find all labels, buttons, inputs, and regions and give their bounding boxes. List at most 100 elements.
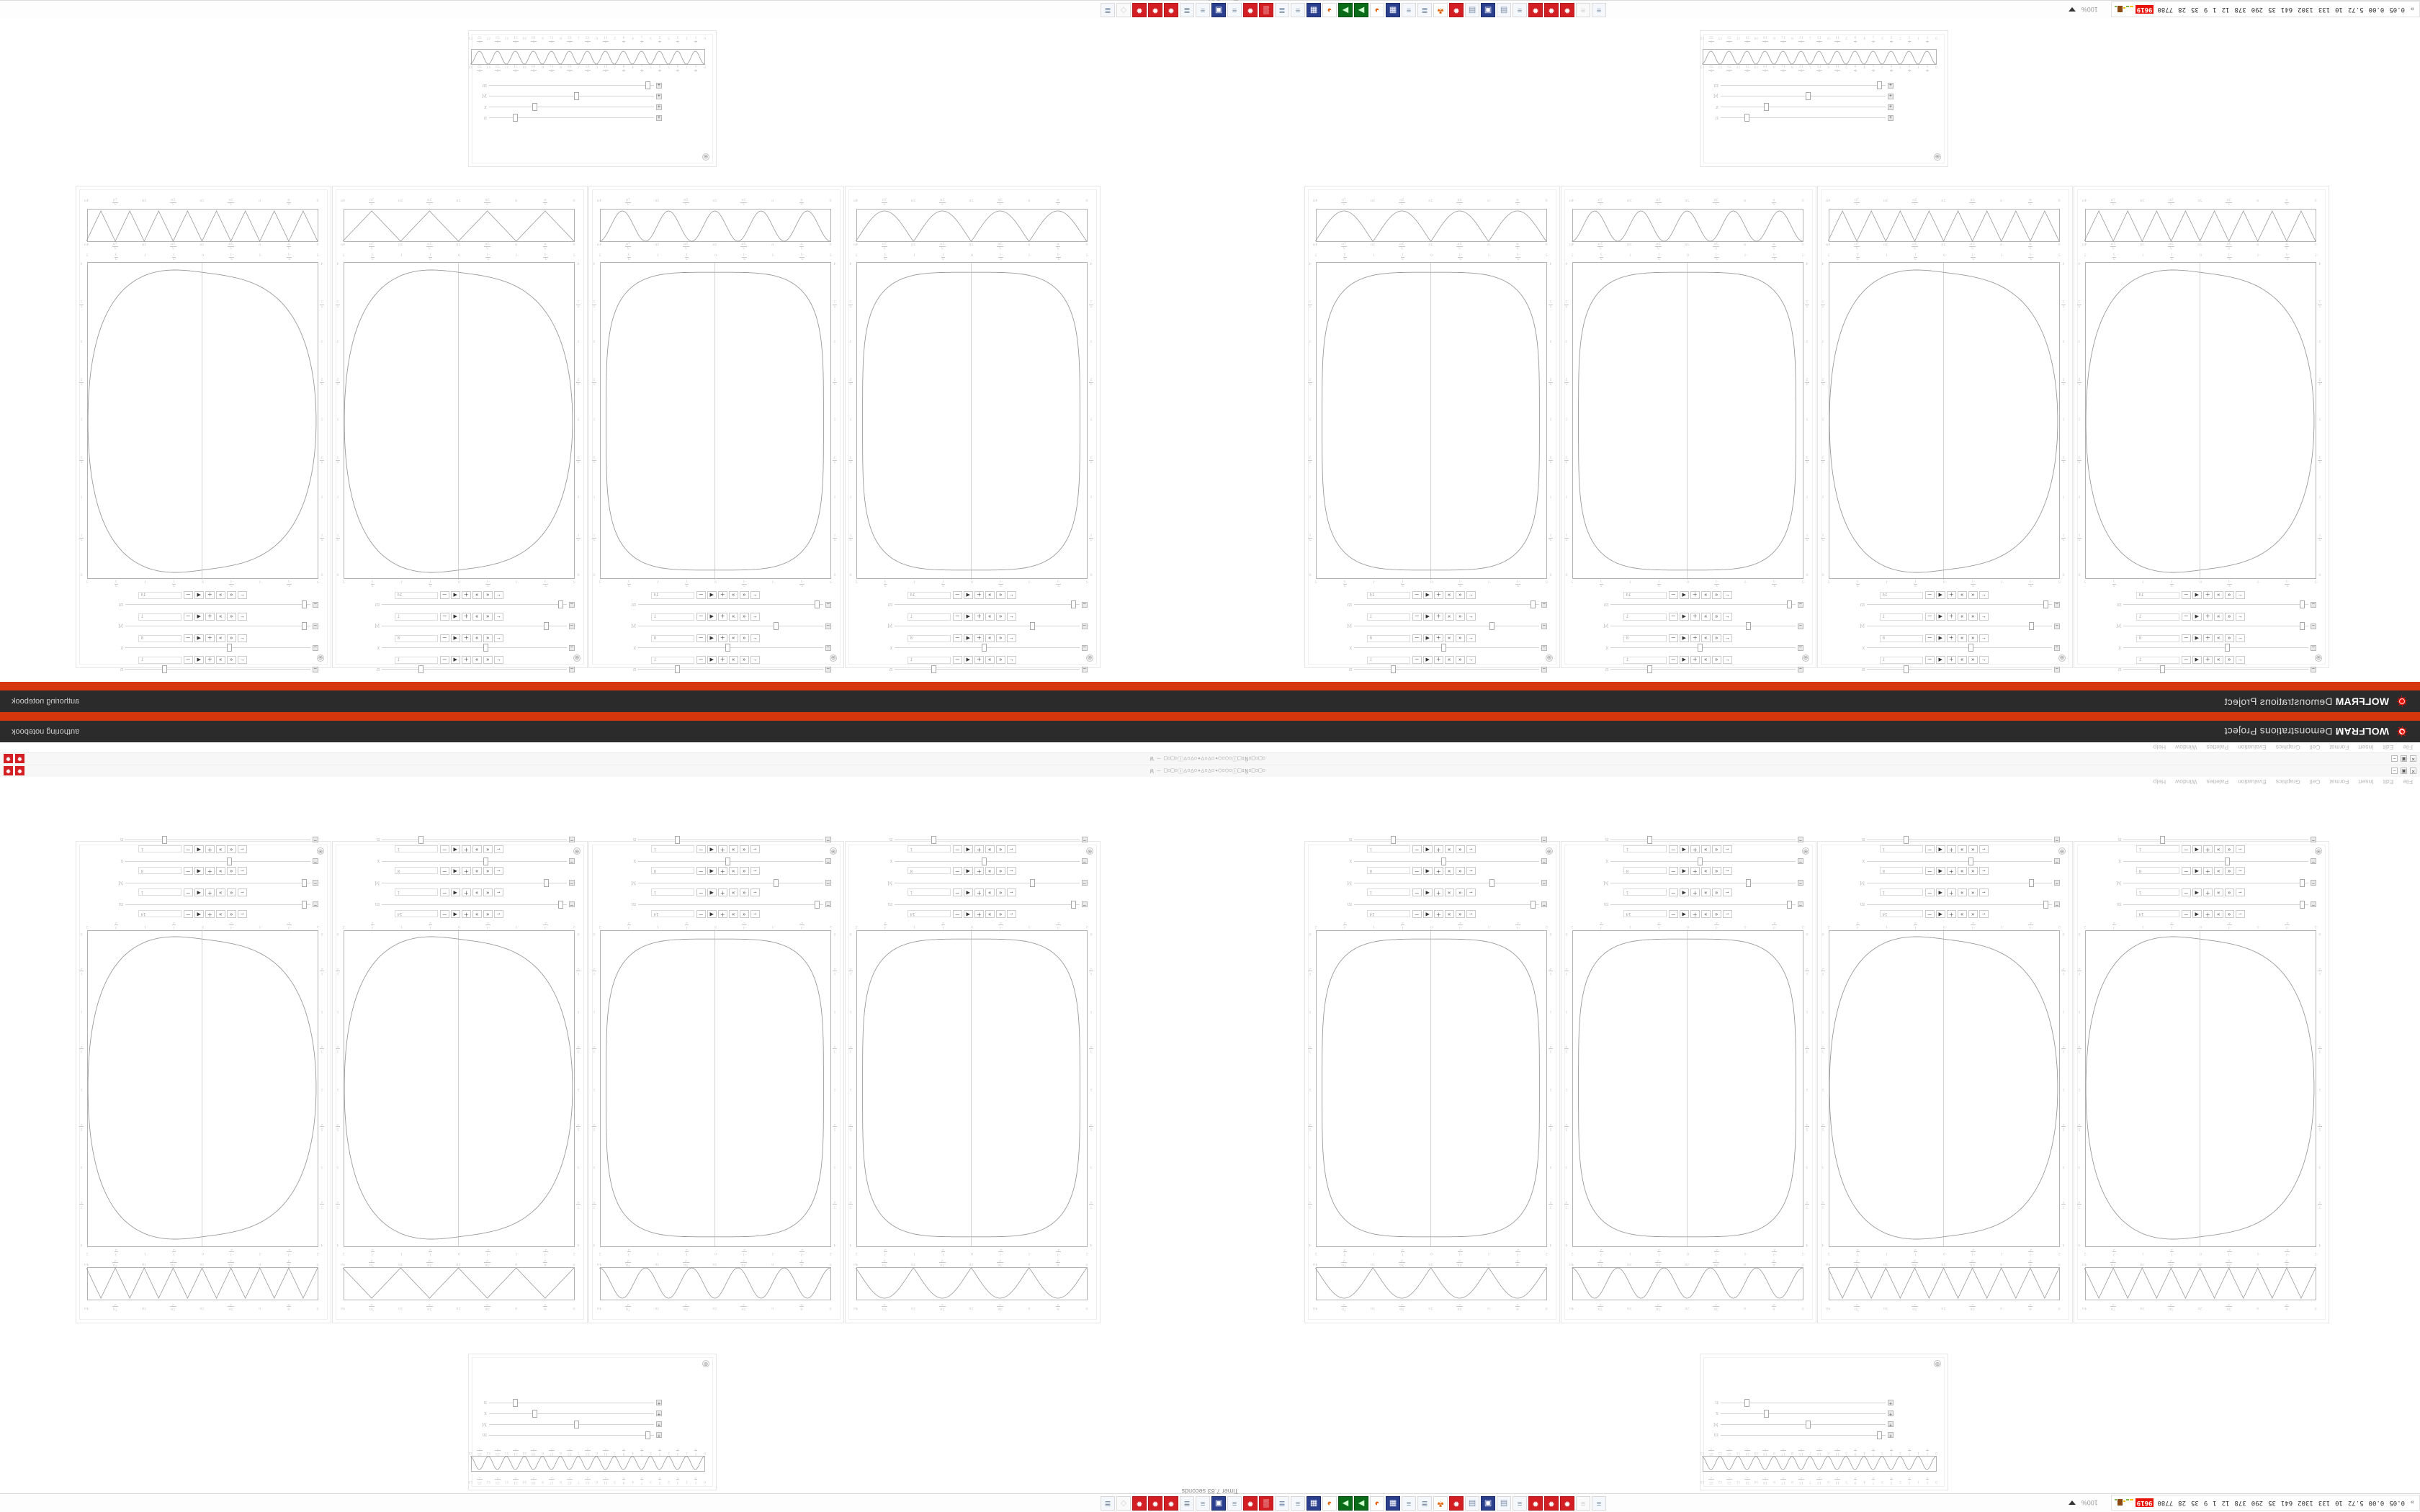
chevron-expand-icon[interactable]: » (2410, 6, 2414, 14)
step-back-button[interactable]: ◀ (2192, 845, 2202, 853)
animator-row[interactable]: ← «» ＋ ◀ － 1 (600, 655, 831, 665)
collapse-toggle-icon[interactable]: − (2311, 837, 2316, 843)
reset-button[interactable]: ← (1006, 634, 1016, 642)
collapse-toggle-icon[interactable]: − (1082, 880, 1088, 886)
step-back-button[interactable]: ◀ (194, 656, 204, 664)
slider-row[interactable]: − m (1572, 900, 1803, 909)
fast-forward-button[interactable]: » (728, 845, 738, 853)
manipulate-control-group[interactable]: ← «» ＋ ◀ － 8− x (1572, 857, 1803, 876)
animator-buttons[interactable]: ← «» ＋ ◀ － (439, 591, 503, 599)
slider-row[interactable]: − m (1829, 600, 2060, 609)
fast-forward-button[interactable]: » (985, 634, 995, 642)
fast-back-button[interactable]: « (1711, 591, 1721, 599)
wolfram-spikey-icon[interactable]: ✹ (4, 754, 13, 764)
slider-track[interactable] (382, 858, 567, 865)
slider-knob[interactable] (1071, 901, 1077, 909)
slider-row[interactable]: − n (1572, 665, 1803, 674)
fast-forward-button[interactable]: » (472, 845, 482, 853)
value-field[interactable]: 8 (1879, 867, 1923, 875)
fast-forward-button[interactable]: » (1700, 613, 1711, 621)
slider-knob[interactable] (532, 1410, 537, 1418)
fast-forward-button[interactable]: » (1444, 867, 1454, 875)
notebook-window-icon[interactable]: ≡ (1291, 3, 1305, 17)
manipulate-control-group[interactable]: ← «» ＋ ◀ － 14− m (1829, 900, 2060, 919)
fast-back-button[interactable]: « (1455, 591, 1465, 599)
slider-row[interactable]: − M (344, 878, 575, 888)
play-button[interactable]: ＋ (974, 613, 984, 621)
value-field[interactable]: 8 (2136, 634, 2179, 642)
value-field[interactable]: 8 (1623, 634, 1667, 642)
slider-knob[interactable] (1440, 858, 1446, 865)
manipulate-control-group[interactable]: ← «» ＋ ◀ － 8− x (2085, 634, 2316, 652)
value-field[interactable]: 1 (1623, 888, 1667, 896)
slider-track[interactable] (125, 644, 310, 652)
step-back-button[interactable]: ◀ (2192, 634, 2202, 642)
animator-row[interactable]: ← «» ＋ ◀ － 1 (2085, 845, 2316, 854)
menu-bar-lower[interactable]: File Edit Insert Format Cell Graphics Evaluati… (0, 742, 2420, 752)
play-button[interactable]: ＋ (717, 591, 727, 599)
mathematica-window-icon[interactable]: ✹ (1528, 1496, 1543, 1511)
slider-knob[interactable] (1903, 665, 1909, 673)
play-button[interactable]: ＋ (461, 591, 471, 599)
slider-track[interactable] (638, 600, 823, 608)
slider-track[interactable] (382, 644, 567, 652)
value-field[interactable]: 1 (394, 613, 438, 621)
pause-button[interactable]: － (952, 867, 962, 875)
mini-slider-row[interactable]: + x (478, 102, 662, 112)
collapse-toggle-icon[interactable]: − (825, 623, 831, 629)
play-button[interactable]: ＋ (1690, 634, 1700, 642)
slider-knob[interactable] (1646, 836, 1652, 844)
play-button[interactable]: ＋ (1946, 634, 1956, 642)
value-field[interactable]: 14 (138, 910, 182, 918)
slider-row[interactable]: − m (856, 600, 1088, 609)
fast-forward-button[interactable]: » (1700, 845, 1711, 853)
slider-row[interactable]: − x (1572, 643, 1803, 652)
value-field[interactable]: 1 (1879, 613, 1923, 621)
animator-buttons[interactable]: ← «» ＋ ◀ － (183, 845, 247, 853)
minimize-icon[interactable]: – (2391, 768, 2398, 775)
reset-button[interactable]: ← (2235, 634, 2245, 642)
pause-button[interactable]: － (1412, 591, 1422, 599)
document-window-icon[interactable]: ▤ (1465, 1496, 1479, 1511)
fast-forward-button[interactable]: » (1444, 613, 1454, 621)
slider-track[interactable] (125, 858, 310, 865)
manipulate-control-group[interactable]: ← «» ＋ ◀ － 1− n (1829, 655, 2060, 674)
fast-back-button[interactable]: « (1711, 867, 1721, 875)
pause-button[interactable]: － (1668, 910, 1678, 918)
pause-button[interactable]: － (1924, 910, 1935, 918)
slider-knob[interactable] (2029, 622, 2035, 630)
slider-knob[interactable] (1744, 1399, 1749, 1407)
animator-row[interactable]: ← «» ＋ ◀ － 1 (344, 888, 575, 897)
fast-back-button[interactable]: « (995, 656, 1005, 664)
animator-row[interactable]: ← «» ＋ ◀ － 1 (1316, 612, 1547, 621)
fast-forward-button[interactable]: » (1444, 845, 1454, 853)
slider-knob[interactable] (544, 622, 550, 630)
pause-button[interactable]: － (439, 888, 449, 896)
value-field[interactable]: 1 (1879, 845, 1923, 853)
manipulate-control-group[interactable]: ← «» ＋ ◀ － 8− x (1829, 634, 2060, 652)
step-back-button[interactable]: ◀ (1679, 634, 1689, 642)
step-back-button[interactable]: ◀ (194, 910, 204, 918)
animator-row[interactable]: ← «» ＋ ◀ － 14 (856, 909, 1088, 919)
slider-knob[interactable] (302, 600, 308, 608)
manipulate-control-group[interactable]: ← «» ＋ ◀ － 14− m (1316, 900, 1547, 919)
slider-row[interactable]: − n (344, 665, 575, 674)
pause-button[interactable]: － (183, 845, 193, 853)
animator-buttons[interactable]: ← «» ＋ ◀ － (1412, 910, 1476, 918)
manipulate-control-group[interactable]: ← «» ＋ ◀ － 8− x (2085, 857, 2316, 876)
manipulate-control-group[interactable]: ← «» ＋ ◀ － 1− n (856, 835, 1088, 854)
manipulate-control-group[interactable]: ← «» ＋ ◀ － 8− x (1572, 634, 1803, 652)
fast-back-button[interactable]: « (1455, 845, 1465, 853)
step-back-button[interactable]: ◀ (1935, 888, 1945, 896)
play-button[interactable]: ＋ (717, 845, 727, 853)
slider-knob[interactable] (815, 600, 820, 608)
fast-forward-button[interactable]: » (215, 845, 225, 853)
animator-buttons[interactable]: ← «» ＋ ◀ － (1924, 613, 1989, 621)
step-back-button[interactable]: ◀ (1935, 867, 1945, 875)
add-cell-button[interactable]: ⊕ (830, 654, 837, 662)
play-button[interactable]: ＋ (2202, 867, 2213, 875)
collapse-toggle-icon[interactable]: − (1798, 601, 1803, 608)
fast-forward-button[interactable]: » (728, 591, 738, 599)
expand-toggle-icon[interactable]: + (656, 1400, 662, 1406)
collapse-toggle-icon[interactable]: − (569, 858, 575, 865)
